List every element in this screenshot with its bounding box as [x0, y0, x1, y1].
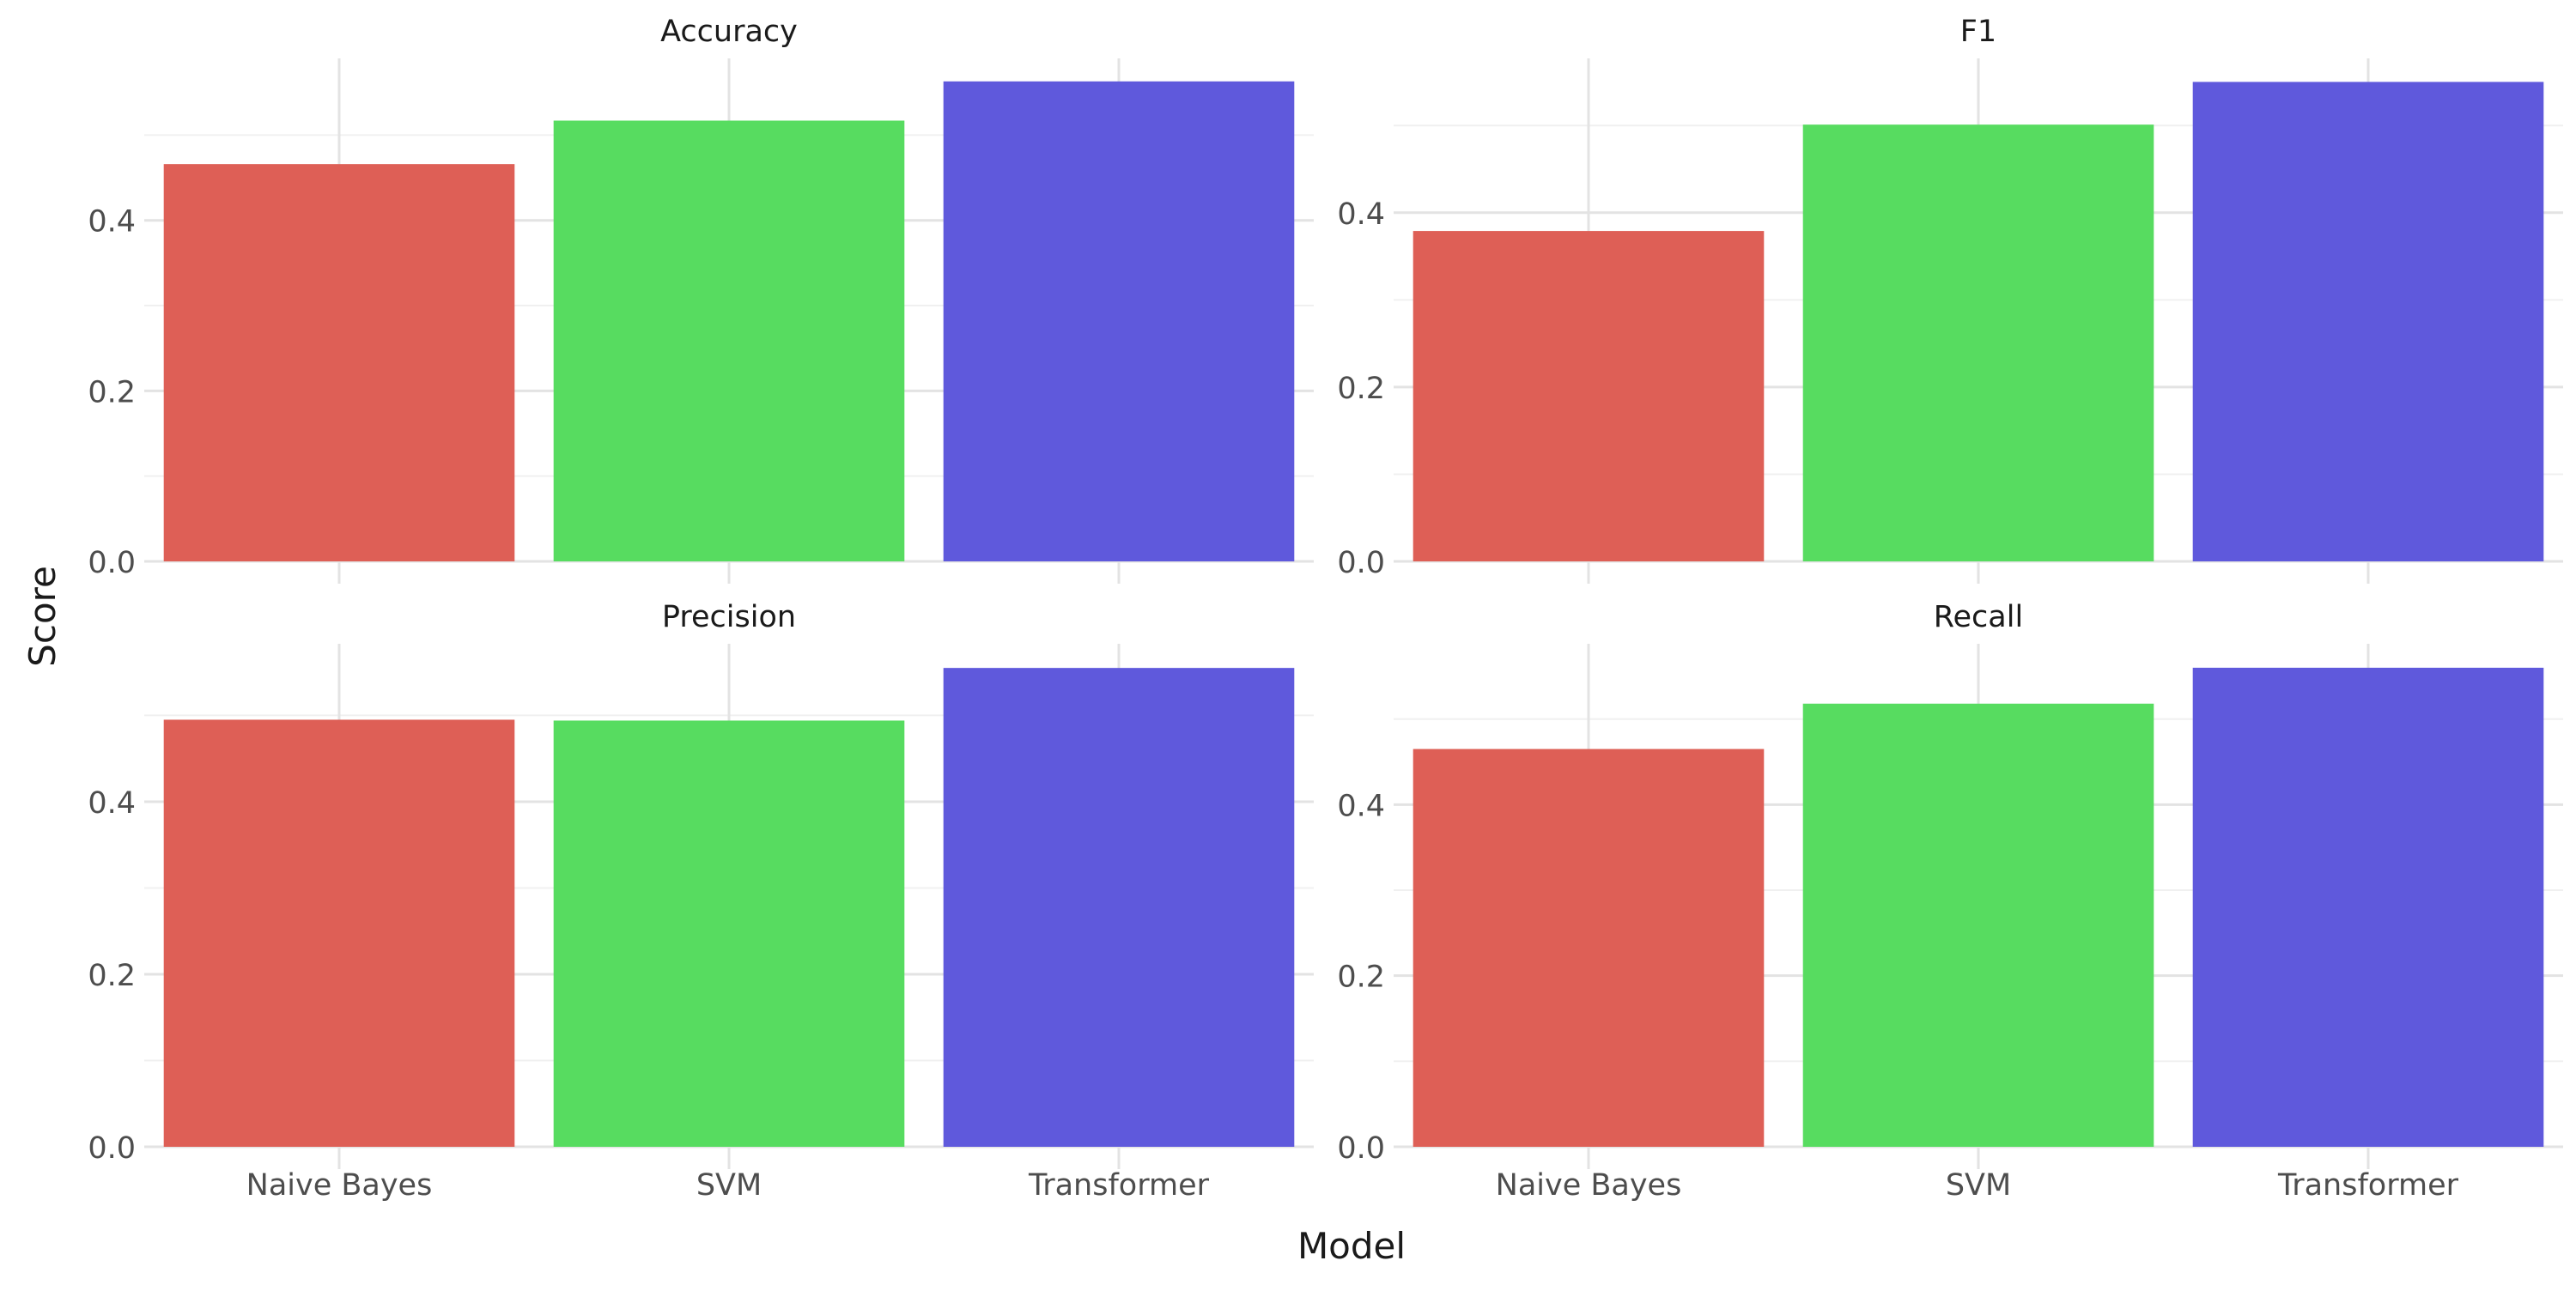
x-tick-label-svm: SVM: [1946, 1168, 2011, 1203]
y-tick-label: 0.0: [88, 1131, 136, 1166]
bar-accuracy-svm: [553, 120, 905, 562]
y-tick-label: 0.2: [88, 959, 136, 993]
panel-title-precision: Precision: [662, 600, 796, 634]
y-tick-label: 0.2: [1337, 372, 1385, 406]
bar-accuracy-naive-bayes: [163, 164, 515, 562]
bar-precision-transformer: [943, 668, 1295, 1147]
panel-recall: 0.0 0.2 0.4 Recall Naive Bayes SVM Transformer: [1337, 600, 2563, 1203]
panel-title-recall: Recall: [1934, 600, 2023, 634]
panel-title-f1: F1: [1960, 15, 1996, 49]
bar-precision-naive-bayes: [163, 719, 515, 1147]
panel-accuracy: 0.0 0.2 0.4 Accuracy: [88, 15, 1314, 584]
y-tick-label: 0.0: [1337, 546, 1385, 580]
y-tick-label: 0.0: [1337, 1131, 1385, 1166]
panel-precision: 0.0 0.2 0.4 Precision Naive Bayes SVM Transfor…: [88, 600, 1314, 1203]
panel-f1: 0.0 0.2 0.4 F1: [1337, 15, 2563, 584]
y-tick-label: 0.0: [88, 546, 136, 580]
bar-accuracy-transformer: [943, 81, 1295, 561]
x-tick-label-naive-bayes: Naive Bayes: [1496, 1168, 1682, 1203]
y-tick-label: 0.4: [88, 786, 136, 821]
bar-precision-svm: [553, 720, 905, 1147]
y-tick-label: 0.2: [88, 375, 136, 409]
x-tick-label-naive-bayes: Naive Bayes: [246, 1168, 433, 1203]
y-tick-label: 0.4: [1337, 789, 1385, 823]
panel-title-accuracy: Accuracy: [660, 15, 798, 49]
bar-f1-transformer: [2192, 82, 2544, 561]
x-tick-label-svm: SVM: [696, 1168, 762, 1203]
bar-recall-svm: [1802, 703, 2154, 1147]
y-tick-label: 0.4: [1337, 197, 1385, 232]
bar-f1-naive-bayes: [1413, 231, 1765, 561]
y-tick-label: 0.2: [1337, 961, 1385, 995]
y-axis-label: Score: [21, 566, 64, 667]
bar-f1-svm: [1802, 124, 2154, 562]
bar-recall-naive-bayes: [1413, 749, 1765, 1147]
x-tick-label-transformer: Transformer: [1028, 1168, 1210, 1203]
bar-recall-transformer: [2192, 667, 2544, 1147]
x-axis-label: Model: [1297, 1225, 1406, 1267]
x-tick-label-transformer: Transformer: [2277, 1168, 2459, 1203]
y-tick-label: 0.4: [88, 205, 136, 239]
